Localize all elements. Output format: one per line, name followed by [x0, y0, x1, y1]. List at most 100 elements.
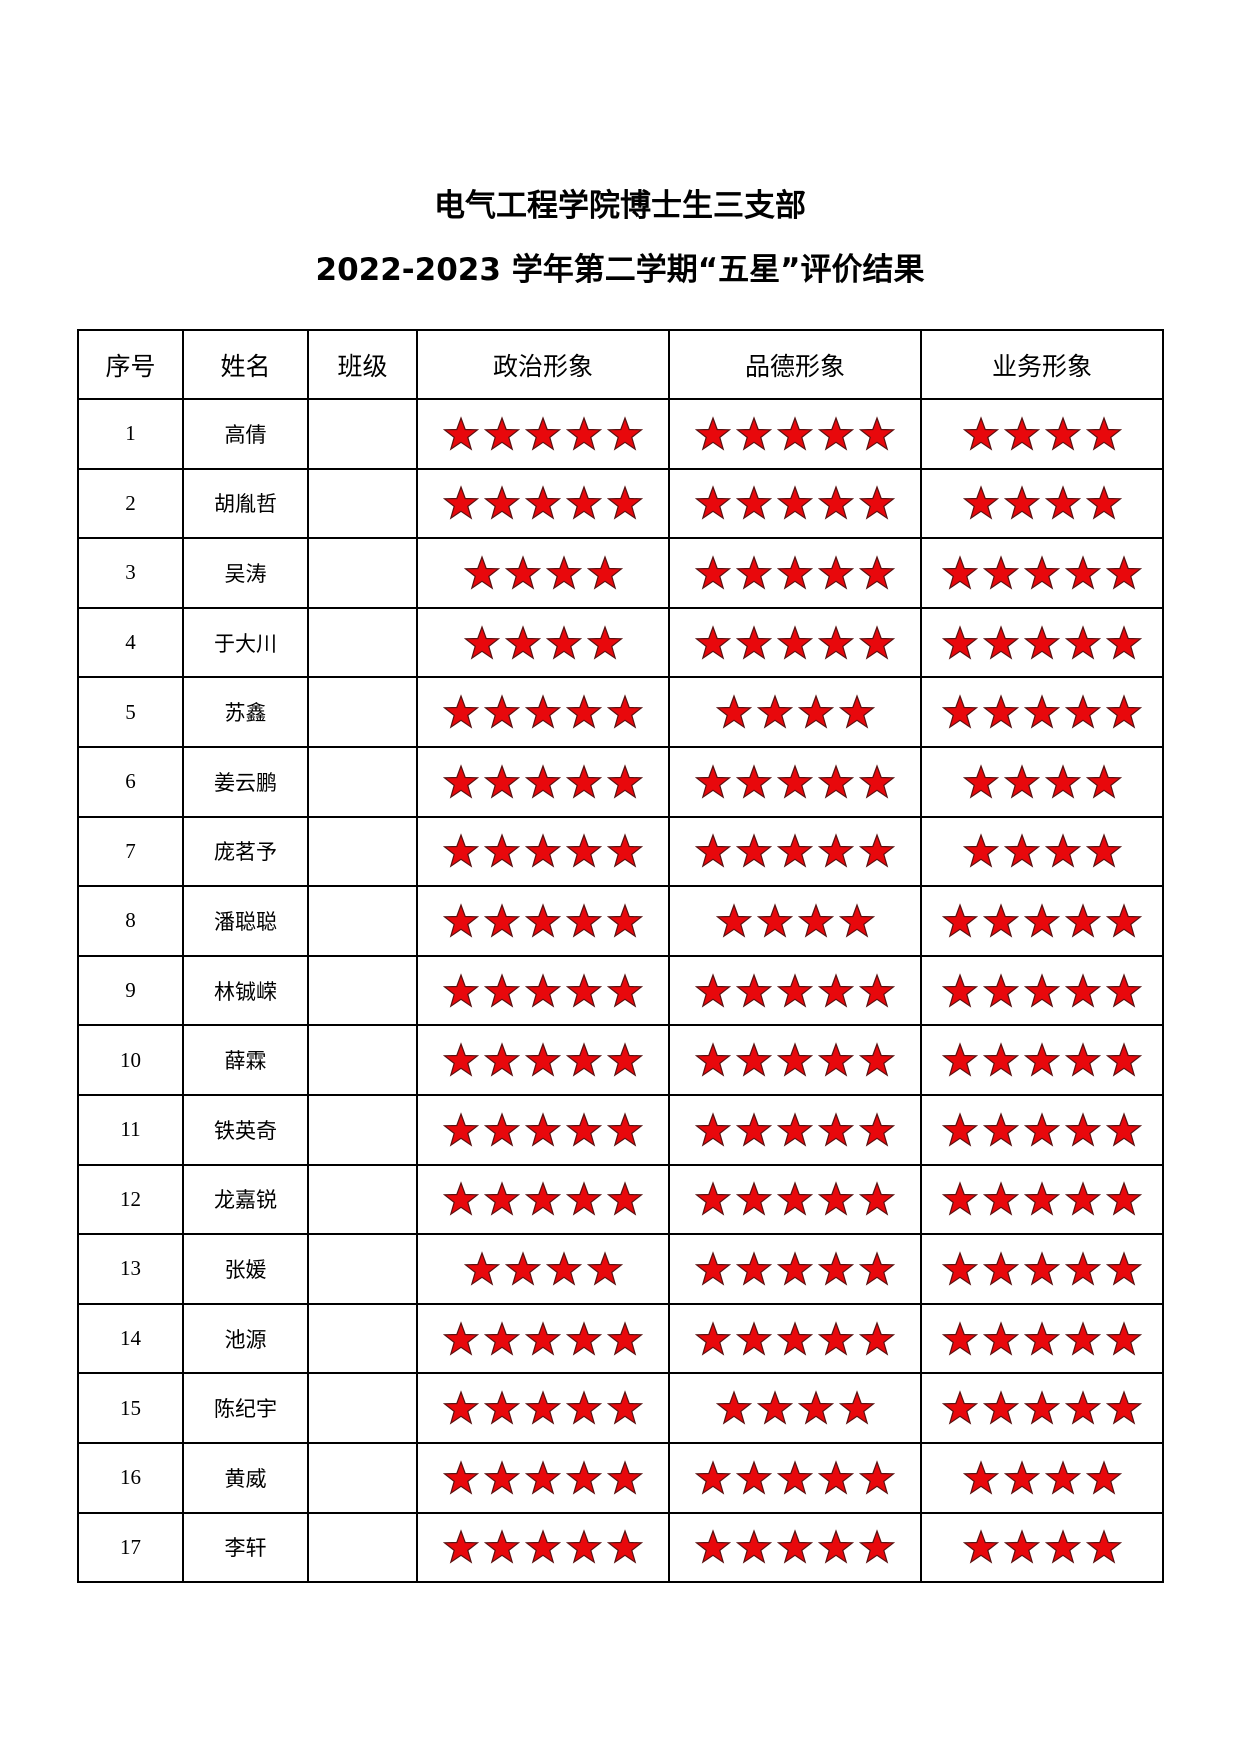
- star-rating: [670, 1320, 920, 1357]
- star-icon: [942, 1042, 978, 1077]
- star-icon: [1024, 694, 1060, 729]
- class-cell: [307, 745, 418, 818]
- star-icon: [566, 1320, 602, 1356]
- star-icon: [962, 416, 999, 451]
- star-icon: [1065, 1320, 1101, 1356]
- star-icon: [1065, 694, 1101, 729]
- star-icon: [443, 1459, 479, 1495]
- star-icon: [777, 1320, 813, 1356]
- star-icon: [942, 1320, 978, 1356]
- star-icon: [695, 1111, 731, 1147]
- class-cell: [307, 398, 418, 470]
- star-icon: [1044, 764, 1081, 799]
- star-icon: [484, 1459, 520, 1495]
- star-rating: [922, 903, 1162, 939]
- star-icon: [443, 903, 479, 938]
- star-rating: [922, 485, 1162, 521]
- star-icon: [525, 764, 561, 799]
- star-icon: [443, 833, 479, 868]
- star-icon: [566, 1181, 602, 1216]
- star-icon: [695, 1320, 731, 1356]
- star-rating: [922, 1459, 1162, 1496]
- star-icon: [484, 972, 520, 1008]
- star-icon: [607, 1529, 643, 1564]
- student-name: 潘聪聪: [182, 885, 309, 957]
- star-icon: [484, 1390, 520, 1425]
- star-rating: [922, 1251, 1162, 1287]
- star-rating: [922, 764, 1162, 800]
- star-icon: [983, 1042, 1019, 1077]
- class-cell: [307, 1093, 418, 1166]
- professional-rating: [920, 1511, 1164, 1584]
- star-icon: [715, 903, 752, 938]
- star-icon: [463, 1251, 500, 1286]
- star-icon: [756, 903, 793, 938]
- star-icon: [1085, 1529, 1122, 1564]
- star-rating: [670, 1251, 920, 1287]
- star-icon: [818, 624, 854, 660]
- star-icon: [942, 1181, 978, 1216]
- professional-rating: [920, 1441, 1164, 1514]
- header-political: 政治形象: [416, 329, 670, 400]
- star-icon: [607, 833, 643, 868]
- star-icon: [607, 903, 643, 938]
- class-cell: [307, 1372, 418, 1444]
- star-icon: [566, 485, 602, 521]
- star-icon: [1044, 1529, 1081, 1564]
- star-icon: [942, 555, 978, 590]
- star-icon: [586, 1251, 623, 1286]
- star-icon: [777, 1042, 813, 1077]
- table-row: 13 张媛: [77, 1233, 1164, 1305]
- star-icon: [695, 1181, 731, 1216]
- star-icon: [1085, 764, 1122, 799]
- star-icon: [1044, 833, 1081, 868]
- star-rating: [418, 416, 668, 452]
- star-icon: [1065, 624, 1101, 660]
- table-row: 12 龙嘉锐: [77, 1163, 1164, 1236]
- star-icon: [525, 485, 561, 521]
- row-number: 6: [77, 745, 184, 818]
- star-icon: [443, 972, 479, 1008]
- star-icon: [736, 555, 772, 590]
- header-name: 姓名: [182, 329, 309, 400]
- star-icon: [777, 1529, 813, 1564]
- star-icon: [777, 485, 813, 521]
- table-row: 6 姜云鹏: [77, 745, 1164, 818]
- student-name: 张媛: [182, 1233, 309, 1305]
- table-row: 11 铁英奇: [77, 1093, 1164, 1166]
- star-icon: [818, 416, 854, 451]
- table-row: 16 黄威: [77, 1441, 1164, 1514]
- star-rating: [670, 1529, 920, 1565]
- star-icon: [818, 1181, 854, 1216]
- star-icon: [1024, 1320, 1060, 1356]
- class-cell: [307, 1511, 418, 1584]
- star-icon: [962, 764, 999, 799]
- star-icon: [566, 1111, 602, 1147]
- star-icon: [777, 416, 813, 451]
- star-icon: [942, 903, 978, 938]
- star-icon: [736, 485, 772, 521]
- star-icon: [962, 1529, 999, 1564]
- star-icon: [859, 485, 895, 521]
- star-icon: [443, 1181, 479, 1216]
- political-rating: [416, 676, 670, 748]
- star-icon: [818, 485, 854, 521]
- star-icon: [859, 764, 895, 799]
- star-icon: [1106, 972, 1142, 1008]
- star-icon: [736, 1181, 772, 1216]
- political-rating: [416, 1024, 670, 1096]
- moral-rating: [668, 1163, 922, 1236]
- table-row: 1 高倩: [77, 398, 1164, 470]
- star-icon: [983, 1251, 1019, 1286]
- document-subtitle: 2022-2023 学年第二学期“五星”评价结果: [315, 252, 925, 288]
- star-icon: [838, 903, 875, 938]
- star-icon: [1085, 833, 1122, 868]
- row-number: 16: [77, 1441, 184, 1514]
- star-icon: [1003, 1459, 1040, 1495]
- star-icon: [504, 1251, 541, 1286]
- star-icon: [736, 1320, 772, 1356]
- star-icon: [1065, 1390, 1101, 1425]
- row-number: 13: [77, 1233, 184, 1305]
- professional-rating: [920, 1093, 1164, 1166]
- professional-rating: [920, 1233, 1164, 1305]
